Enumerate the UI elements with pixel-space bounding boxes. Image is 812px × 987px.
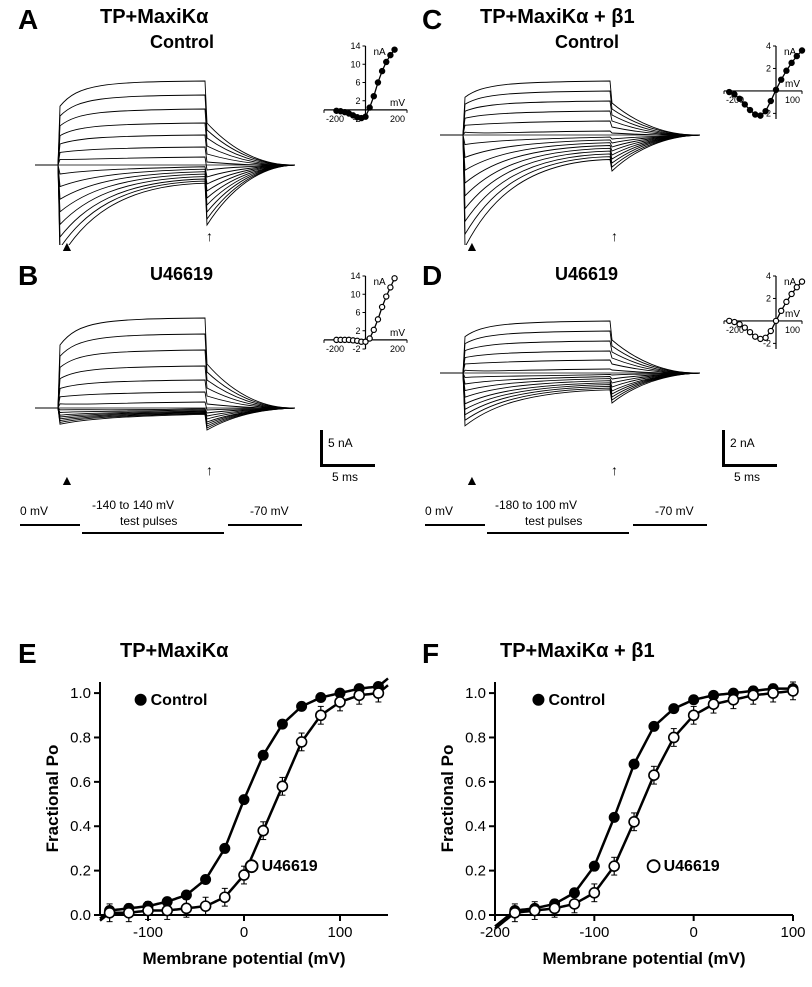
svg-text:Membrane potential (mV): Membrane potential (mV) (142, 949, 345, 968)
protocol-left-tailline (228, 524, 302, 526)
svg-text:mV: mV (785, 309, 800, 320)
svg-text:-200: -200 (326, 344, 344, 354)
svg-text:0.6: 0.6 (465, 774, 486, 791)
iv-inset-b: -2 2 6 10 14 -200 200 nA mV (300, 270, 415, 365)
svg-text:-200: -200 (480, 924, 510, 941)
svg-text:10: 10 (350, 59, 360, 69)
svg-text:-100: -100 (133, 924, 163, 941)
svg-text:nA: nA (374, 47, 387, 58)
iv-inset-d: -224-200100nAmV (700, 270, 810, 365)
arrow-b-tail: ↑ (206, 462, 213, 478)
scalebar-b: 5 nA 5 ms (310, 430, 400, 490)
title-e: TP+MaxiKα (120, 640, 228, 663)
subtitle-a: Control (150, 32, 214, 53)
svg-text:14: 14 (350, 41, 360, 51)
chart-f: 0.0 0.2 0.4 0.6 0.8 1.0 -200 -100 0 100 Membrane p… (435, 670, 805, 970)
svg-text:0.2: 0.2 (465, 863, 486, 880)
protocol-right-holdline (425, 524, 485, 526)
svg-text:2: 2 (766, 293, 771, 303)
traces-b (30, 288, 300, 478)
subtitle-d: U46619 (555, 264, 618, 285)
panel-label-f: F (422, 638, 439, 670)
protocol-left-tail: -70 mV (250, 504, 289, 518)
svg-text:100: 100 (327, 924, 352, 941)
svg-text:0.4: 0.4 (465, 818, 486, 835)
svg-text:6: 6 (355, 308, 360, 318)
arrow-c-tail: ↑ (611, 228, 618, 244)
svg-text:0.8: 0.8 (70, 729, 91, 746)
svg-text:100: 100 (785, 95, 800, 105)
panel-label-e: E (18, 638, 37, 670)
svg-text:mV: mV (785, 79, 800, 90)
svg-text:-200: -200 (326, 114, 344, 124)
subtitle-c: Control (555, 32, 619, 53)
protocol-right-tailline (633, 524, 707, 526)
svg-text:200: 200 (390, 344, 405, 354)
svg-text:0.8: 0.8 (465, 729, 486, 746)
protocol-left-range: -140 to 140 mV (92, 498, 174, 512)
svg-text:4: 4 (766, 271, 771, 281)
arrowhead-b: ▲ (60, 472, 74, 488)
iv-inset-c: -224-200100nAmV (700, 40, 810, 135)
protocol-right-sub: test pulses (525, 514, 582, 528)
svg-text:0.2: 0.2 (70, 863, 91, 880)
svg-text:Control: Control (548, 692, 605, 709)
arrow-d-tail: ↑ (611, 462, 618, 478)
svg-text:2: 2 (355, 96, 360, 106)
protocol-right-hold: 0 mV (425, 504, 453, 518)
panel-label-a: A (18, 4, 38, 36)
svg-text:nA: nA (374, 277, 387, 288)
svg-text:-2: -2 (352, 344, 360, 354)
svg-text:2: 2 (355, 326, 360, 336)
svg-text:mV: mV (390, 98, 405, 109)
protocol-right-range: -180 to 100 mV (495, 498, 577, 512)
svg-text:0: 0 (240, 924, 248, 941)
title-cd: TP+MaxiKα + β1 (480, 6, 635, 29)
svg-text:6: 6 (355, 78, 360, 88)
arrowhead-a: ▲ (60, 238, 74, 254)
svg-text:10: 10 (350, 289, 360, 299)
svg-text:0: 0 (689, 924, 697, 941)
svg-text:mV: mV (390, 328, 405, 339)
svg-text:0.6: 0.6 (70, 774, 91, 791)
svg-text:4: 4 (766, 41, 771, 51)
arrow-a-tail: ↑ (206, 228, 213, 244)
subtitle-b: U46619 (150, 264, 213, 285)
chart-e: 0.0 0.2 0.4 0.6 0.8 1.0 -100 0 100 Membrane poten… (40, 670, 400, 970)
protocol-right-testline (487, 532, 629, 534)
scalebar-d: 2 nA 5 ms (712, 430, 802, 490)
protocol-left-holdline (20, 524, 80, 526)
panel-label-c: C (422, 4, 442, 36)
title-ab: TP+MaxiKα (100, 6, 208, 29)
traces-d (435, 288, 705, 478)
protocol-left-hold: 0 mV (20, 504, 48, 518)
svg-text:Membrane potential (mV): Membrane potential (mV) (542, 949, 745, 968)
iv-inset-a: -2261014-200200nAmV (300, 40, 415, 135)
traces-a (30, 55, 300, 245)
protocol-left-testline (82, 532, 224, 534)
svg-text:Fractional Po: Fractional Po (438, 745, 457, 853)
svg-text:Fractional Po: Fractional Po (43, 745, 62, 853)
title-f: TP+MaxiKα + β1 (500, 640, 655, 663)
svg-text:1.0: 1.0 (465, 685, 486, 702)
svg-text:-100: -100 (579, 924, 609, 941)
traces-c (435, 55, 705, 245)
arrowhead-d: ▲ (465, 472, 479, 488)
svg-text:14: 14 (350, 271, 360, 281)
svg-text:0.0: 0.0 (465, 907, 486, 924)
svg-text:0.4: 0.4 (70, 818, 91, 835)
arrowhead-c: ▲ (465, 238, 479, 254)
svg-text:100: 100 (785, 325, 800, 335)
svg-text:Control: Control (151, 692, 208, 709)
svg-text:2: 2 (766, 63, 771, 73)
svg-text:U46619: U46619 (664, 858, 720, 875)
svg-text:200: 200 (390, 114, 405, 124)
svg-text:100: 100 (780, 924, 805, 941)
svg-text:0.0: 0.0 (70, 907, 91, 924)
svg-text:1.0: 1.0 (70, 685, 91, 702)
protocol-right-tail: -70 mV (655, 504, 694, 518)
svg-text:U46619: U46619 (262, 858, 318, 875)
protocol-left-sub: test pulses (120, 514, 177, 528)
